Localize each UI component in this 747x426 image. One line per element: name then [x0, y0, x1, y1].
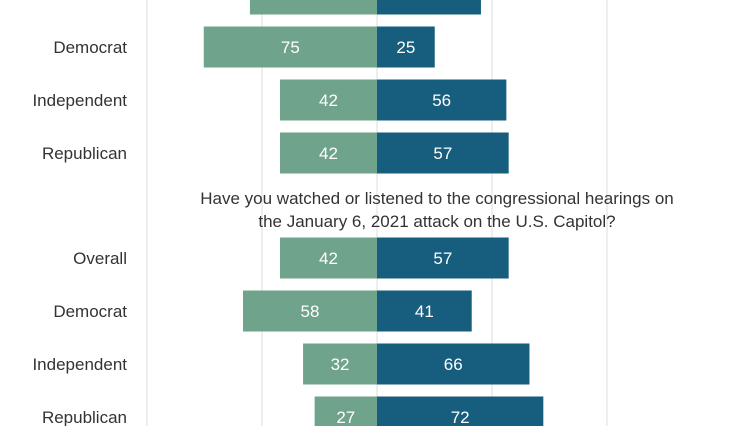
- bar-right-value: 66: [444, 355, 463, 374]
- bar-left: [314, 396, 377, 426]
- category-label: Independent: [32, 355, 127, 374]
- bar-row-independent: Independent 42 56: [32, 79, 507, 121]
- category-label: Overall: [73, 249, 127, 268]
- bar-left: [203, 26, 377, 68]
- chart-panels: Overall 55 45 Democrat 75 25 Independent 42 56 Re…: [32, 0, 674, 426]
- bar-right-value: 57: [433, 144, 452, 163]
- bar-left: [249, 0, 377, 15]
- bar-right-value: 72: [451, 408, 470, 426]
- bar-row-democrat: Democrat 58 41: [53, 290, 472, 332]
- bar-right: [377, 26, 435, 68]
- panel-question-line: Have you watched or listened to the cong…: [200, 189, 673, 208]
- category-label: Republican: [42, 144, 127, 163]
- bar-right-value: 45: [420, 0, 439, 4]
- bar-right: [377, 237, 509, 279]
- bar-row-overall: Overall 42 57: [73, 237, 509, 279]
- panel-2: Have you watched or listened to the cong…: [32, 189, 674, 426]
- category-label: Independent: [32, 91, 127, 110]
- bar-row-republican: Republican 42 57: [42, 132, 509, 174]
- bar-left-value: 55: [304, 0, 323, 4]
- bar-row-independent: Independent 32 66: [32, 343, 530, 385]
- bar-row-democrat: Democrat 75 25: [53, 26, 435, 68]
- bar-row-republican: Republican 27 72: [42, 396, 544, 426]
- bar-left: [279, 132, 377, 174]
- panel-1: Overall 55 45 Democrat 75 25 Independent 42 56 Re…: [32, 0, 509, 174]
- bar-left-value: 42: [319, 249, 338, 268]
- bar-left-value: 27: [336, 408, 355, 426]
- bar-left-value: 75: [281, 38, 300, 57]
- bar-right: [377, 396, 544, 426]
- bar-left-value: 42: [319, 144, 338, 163]
- bar-right: [377, 132, 509, 174]
- bar-left-value: 32: [331, 355, 350, 374]
- bar-left: [279, 79, 377, 121]
- bar-left: [243, 290, 377, 332]
- bar-right-value: 25: [396, 38, 415, 57]
- bar-left-value: 58: [301, 302, 320, 321]
- bar-row-overall: Overall 55 45: [73, 0, 481, 15]
- bar-right: [377, 79, 507, 121]
- category-label: Republican: [42, 408, 127, 426]
- bar-right: [377, 290, 472, 332]
- bar-left: [279, 237, 377, 279]
- panel-question-line: the January 6, 2021 attack on the U.S. C…: [258, 212, 615, 231]
- category-label: Democrat: [53, 302, 127, 321]
- bar-right-value: 56: [432, 91, 451, 110]
- category-label: Democrat: [53, 38, 127, 57]
- bar-right-value: 41: [415, 302, 434, 321]
- bar-right: [377, 0, 481, 15]
- category-label: Overall: [73, 0, 127, 4]
- bar-left-value: 42: [319, 91, 338, 110]
- bar-left: [303, 343, 377, 385]
- bar-right: [377, 343, 530, 385]
- bar-right-value: 57: [433, 249, 452, 268]
